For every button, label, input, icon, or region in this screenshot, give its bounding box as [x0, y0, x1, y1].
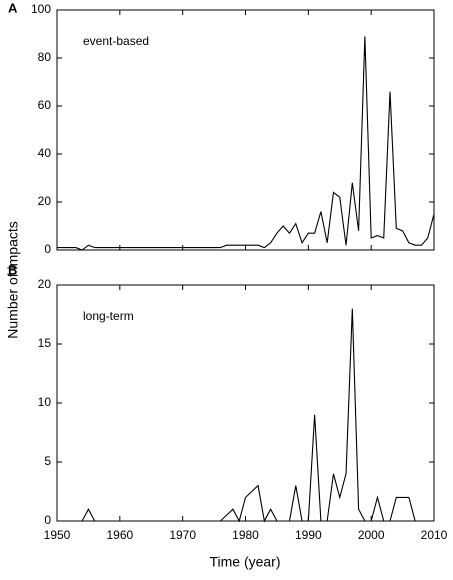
y-tick-label: 10 [38, 395, 52, 409]
y-tick-label: 60 [38, 98, 52, 112]
x-tick-label: 1960 [106, 528, 133, 542]
x-tick-label: 1980 [232, 528, 259, 542]
annotation: long-term [83, 309, 134, 323]
x-axis-label: Time (year) [209, 554, 280, 570]
y-tick-label: 0 [44, 242, 51, 256]
y-tick-label: 20 [38, 194, 52, 208]
y-tick-label: 80 [38, 50, 52, 64]
data-line [57, 36, 435, 251]
x-tick-label: 2010 [421, 528, 448, 542]
y-axis-label: Number of impacts [5, 221, 21, 338]
y-tick-label: 5 [44, 454, 51, 468]
y-tick-label: 20 [38, 277, 52, 291]
x-tick-label: 1950 [44, 528, 71, 542]
data-line [69, 308, 416, 523]
x-tick-label: 1970 [169, 528, 196, 542]
y-tick-label: 15 [38, 336, 52, 350]
x-tick-label: 1990 [295, 528, 322, 542]
y-tick-label: 0 [44, 513, 51, 527]
y-tick-label: 100 [31, 2, 51, 16]
panel-label: B [8, 262, 17, 277]
annotation: event-based [83, 34, 149, 48]
panel-label: A [8, 0, 18, 15]
x-tick-label: 2000 [358, 528, 385, 542]
y-tick-label: 40 [38, 146, 52, 160]
